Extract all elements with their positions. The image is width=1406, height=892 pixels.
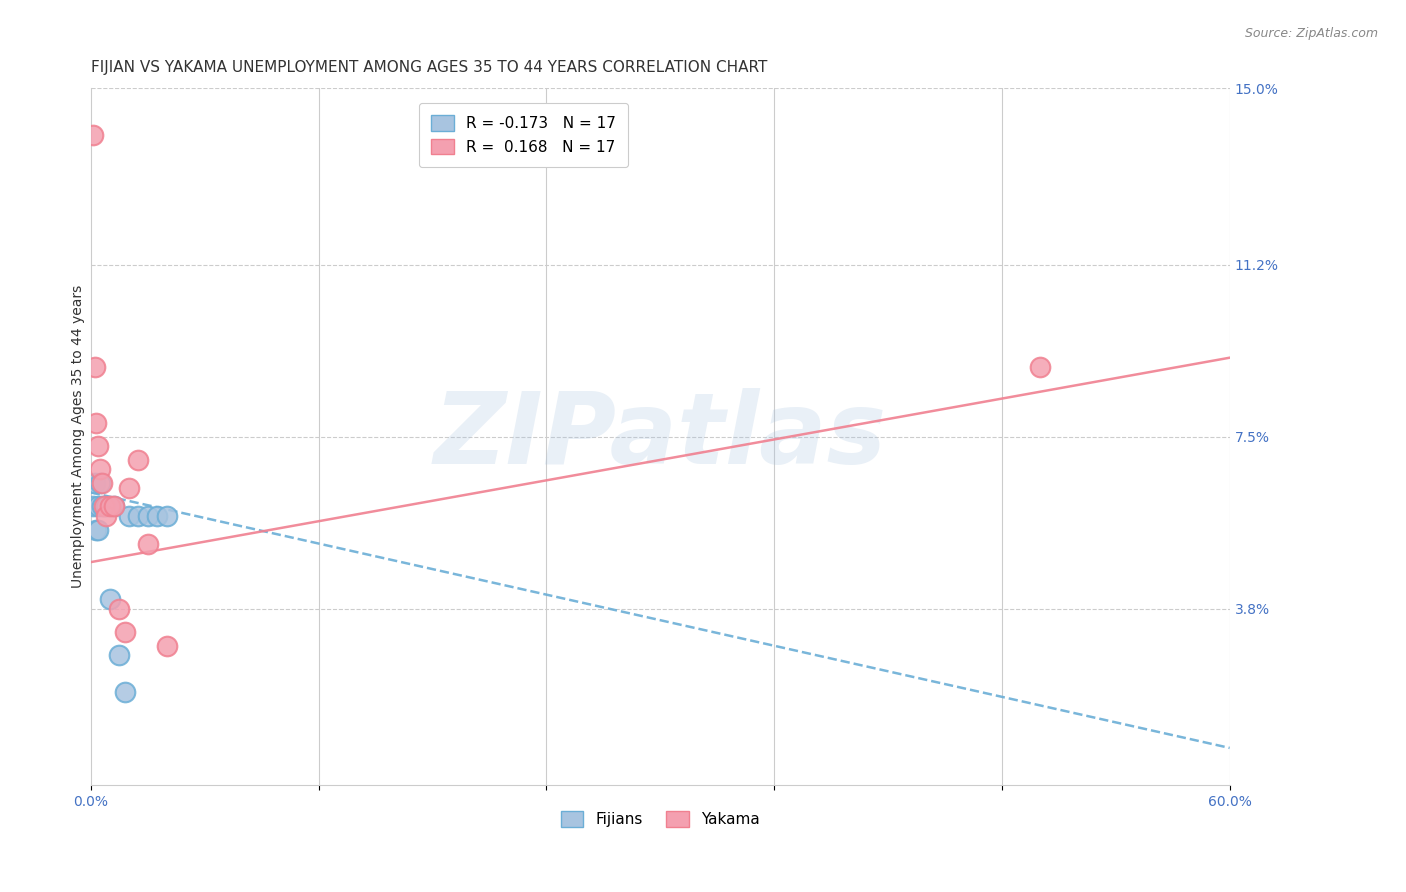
Point [87, 500, 110, 514]
Point [103, 500, 125, 514]
Point [146, 508, 169, 523]
Point [114, 624, 136, 639]
Point [156, 508, 179, 523]
Text: Source: ZipAtlas.com: Source: ZipAtlas.com [1244, 27, 1378, 40]
Y-axis label: Unemployment Among Ages 35 to 44 years: Unemployment Among Ages 35 to 44 years [72, 285, 86, 589]
Point [82, 128, 104, 142]
Legend: Fijians, Yakama: Fijians, Yakama [554, 805, 766, 833]
Point [118, 508, 141, 523]
Point [136, 508, 159, 523]
Point [98, 500, 121, 514]
Point [87, 439, 110, 453]
Point [1029, 359, 1052, 374]
Point [83, 359, 105, 374]
Point [98, 592, 121, 607]
Point [89, 476, 111, 491]
Point [83, 476, 105, 491]
Point [94, 508, 117, 523]
Point [127, 453, 149, 467]
Point [86, 416, 108, 430]
Text: FIJIAN VS YAKAMA UNEMPLOYMENT AMONG AGES 35 TO 44 YEARS CORRELATION CHART: FIJIAN VS YAKAMA UNEMPLOYMENT AMONG AGES… [91, 60, 768, 75]
Point [94, 500, 117, 514]
Text: ZIPatlas: ZIPatlas [433, 388, 887, 485]
Point [93, 500, 115, 514]
Point [103, 500, 125, 514]
Point [89, 462, 111, 476]
Point [82, 500, 104, 514]
Point [118, 481, 141, 495]
Point [108, 648, 131, 662]
Point [86, 523, 108, 537]
Point [127, 508, 149, 523]
Point [91, 500, 114, 514]
Point [136, 536, 159, 550]
Point [156, 639, 179, 653]
Point [87, 523, 110, 537]
Point [108, 601, 131, 615]
Point [91, 476, 114, 491]
Point [114, 685, 136, 699]
